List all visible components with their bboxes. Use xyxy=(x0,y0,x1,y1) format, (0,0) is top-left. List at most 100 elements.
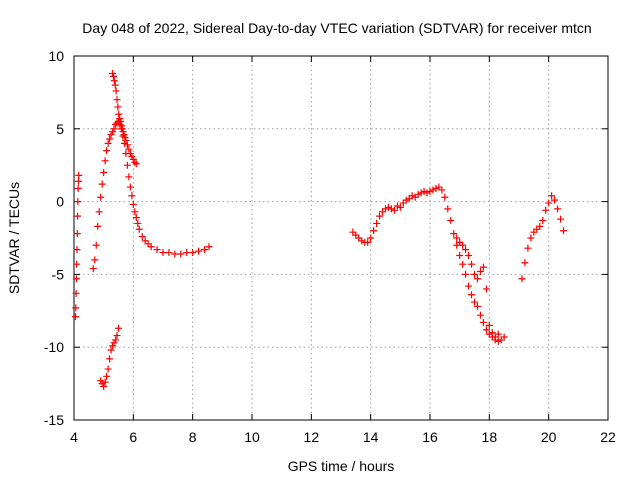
data-point xyxy=(441,193,449,201)
data-point xyxy=(465,251,473,259)
data-point xyxy=(551,196,559,204)
chart-title: Day 048 of 2022, Sidereal Day-to-day VTE… xyxy=(82,20,591,36)
data-point xyxy=(111,81,119,89)
data-point xyxy=(122,136,130,144)
data-point xyxy=(468,260,476,268)
x-tick-label: 4 xyxy=(70,429,78,445)
data-point xyxy=(456,251,464,259)
data-point xyxy=(138,233,146,241)
y-tick-labels: -15 -10 -5 0 5 10 xyxy=(44,48,64,428)
data-point xyxy=(110,125,118,133)
data-point xyxy=(560,227,567,235)
data-point xyxy=(98,180,106,188)
data-point xyxy=(134,219,142,227)
data-point xyxy=(426,187,434,195)
data-point xyxy=(74,212,82,220)
data-point xyxy=(101,157,109,165)
data-point xyxy=(73,246,81,254)
data-point xyxy=(468,291,476,299)
data-point xyxy=(135,225,143,233)
y-tick-label: 10 xyxy=(48,48,64,64)
data-point xyxy=(494,330,502,338)
data-point xyxy=(408,192,416,200)
data-point xyxy=(473,275,481,283)
data-point xyxy=(521,259,529,267)
data-point xyxy=(402,196,410,204)
y-axis-label: SDTVAR / TECUs xyxy=(6,182,22,294)
x-tick-label: 16 xyxy=(422,429,438,445)
data-point xyxy=(396,203,404,211)
data-point xyxy=(195,247,203,255)
data-point xyxy=(171,250,179,258)
data-point xyxy=(542,206,550,214)
data-point xyxy=(527,234,535,242)
x-tick-label: 10 xyxy=(244,429,260,445)
data-point xyxy=(75,171,83,179)
data-point xyxy=(104,365,112,373)
data-point xyxy=(473,302,481,310)
data-point xyxy=(153,246,161,254)
data-points xyxy=(71,69,567,391)
data-point xyxy=(450,230,458,238)
data-point xyxy=(73,230,81,238)
data-point xyxy=(557,215,565,223)
data-point xyxy=(420,187,428,195)
data-point xyxy=(482,285,490,293)
data-point xyxy=(128,192,136,200)
data-point xyxy=(126,183,134,191)
data-point xyxy=(106,135,114,143)
data-point xyxy=(123,141,131,149)
data-point xyxy=(123,161,131,169)
data-point xyxy=(459,241,467,249)
data-point xyxy=(518,275,526,283)
data-point xyxy=(462,270,470,278)
data-point xyxy=(370,227,378,235)
data-point xyxy=(165,249,173,257)
data-point xyxy=(117,118,125,126)
data-point xyxy=(112,336,120,344)
data-point xyxy=(110,77,118,85)
data-point xyxy=(72,289,80,297)
data-point xyxy=(201,246,209,254)
data-point xyxy=(72,275,80,283)
data-point xyxy=(539,217,547,225)
data-point xyxy=(89,265,97,273)
data-point xyxy=(414,190,422,198)
data-point xyxy=(494,337,502,345)
data-point xyxy=(107,346,115,354)
data-point xyxy=(103,372,111,380)
data-point xyxy=(132,214,140,222)
data-point xyxy=(97,193,105,201)
data-point xyxy=(373,219,381,227)
data-point xyxy=(71,313,79,321)
data-point xyxy=(482,326,490,334)
data-point xyxy=(554,205,562,213)
data-point xyxy=(189,249,197,257)
x-tick-label: 8 xyxy=(189,429,197,445)
grid-lines xyxy=(74,56,608,420)
data-point xyxy=(112,87,120,95)
data-point xyxy=(545,199,553,207)
data-point xyxy=(92,241,100,249)
data-point xyxy=(423,189,431,197)
data-point xyxy=(465,282,473,290)
data-point xyxy=(147,243,155,251)
data-point xyxy=(74,198,82,206)
y-tick-label: 0 xyxy=(56,194,64,210)
data-point xyxy=(125,145,133,153)
data-point xyxy=(447,217,455,225)
x-tick-label: 18 xyxy=(482,429,498,445)
data-point xyxy=(177,250,185,258)
data-point xyxy=(100,383,108,391)
data-point xyxy=(74,184,82,192)
data-point xyxy=(387,205,395,213)
data-point xyxy=(132,160,140,168)
data-point xyxy=(479,263,487,271)
data-point xyxy=(429,186,437,194)
data-point xyxy=(500,333,508,341)
data-point xyxy=(115,110,123,118)
data-point xyxy=(524,244,532,252)
data-point xyxy=(488,329,496,337)
data-point xyxy=(125,173,133,181)
